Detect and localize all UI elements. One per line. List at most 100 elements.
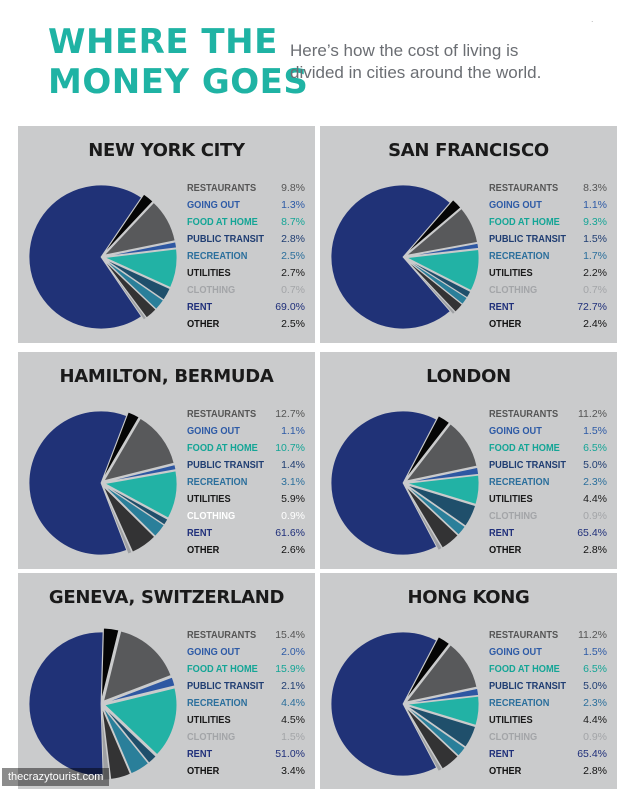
pie-slice-utilities (101, 707, 131, 780)
data-label: 4.4% (583, 714, 607, 726)
legend-row-rent: RENT 61.6% (187, 527, 305, 544)
city-title: HONG KONG (407, 587, 530, 608)
pie-slice-rent (28, 184, 143, 330)
pie-chart (330, 410, 480, 556)
legend-label: RECREATION (187, 697, 248, 709)
legend-label: UTILITIES (187, 493, 231, 505)
city-panel-hamilton-bermuda: HAMILTON, BERMUDA RESTAURANTS 12.7% GOING O… (18, 352, 315, 569)
legend-row-utilities: UTILITIES 4.4% (489, 493, 607, 510)
pie-slice-utilities (405, 706, 459, 770)
legend-row-other: OTHER 2.6% (187, 544, 305, 561)
legend-label: RENT (187, 301, 213, 313)
legend-row-restaurants: RESTAURANTS 8.3% (489, 182, 607, 199)
data-label: 4.4% (281, 697, 305, 709)
legend-row-going-out: GOING OUT 2.0% (187, 646, 305, 663)
source-watermark[interactable]: thecrazytourist.com (2, 768, 110, 786)
legend-row-restaurants: RESTAURANTS 15.4% (187, 629, 305, 646)
pie-slice-clothing (404, 486, 443, 551)
legend-row-clothing: CLOTHING 0.7% (187, 284, 305, 301)
legend: RESTAURANTS 11.2% GOING OUT 1.5% FOOD AT HOM… (489, 629, 607, 782)
pie-slice-rent (28, 631, 104, 777)
legend-label: RECREATION (187, 250, 248, 262)
pie-slice-food-at-home (406, 474, 480, 505)
legend-label: GOING OUT (489, 425, 542, 437)
pie-slice-public-transit (406, 484, 476, 527)
pie-slice-clothing (404, 707, 443, 772)
city-title: NEW YORK CITY (88, 140, 245, 161)
legend-label: RENT (187, 527, 213, 539)
pie-slice-public-transit (103, 706, 157, 764)
data-label: 1.7% (583, 250, 607, 262)
pie-slice-rent (330, 184, 451, 330)
legend-row-utilities: UTILITIES 4.4% (489, 714, 607, 731)
legend-label: RENT (489, 748, 515, 760)
legend-label: PUBLIC TRANSIT (489, 459, 566, 471)
pie-slice-restaurants (405, 423, 478, 482)
pie-slice-other (103, 193, 154, 255)
legend-label: CLOTHING (489, 731, 538, 743)
pie-slice-clothing (100, 707, 111, 781)
pie-slice-utilities (103, 259, 157, 319)
legend: RESTAURANTS 11.2% GOING OUT 1.5% FOOD AT HOM… (489, 408, 607, 561)
legend-label: RECREATION (187, 476, 248, 488)
legend: RESTAURANTS 12.7% GOING OUT 1.1% FOOD AT HOM… (187, 408, 305, 561)
legend-label: RENT (489, 527, 515, 539)
legend-row-going-out: GOING OUT 1.5% (489, 646, 607, 663)
data-label: 2.4% (583, 318, 607, 330)
data-label: 1.4% (281, 459, 305, 471)
legend-row-utilities: UTILITIES 4.5% (187, 714, 305, 731)
city-panel-san-francisco: SAN FRANCISCO RESTAURANTS 8.3% GOING OUT 1.1… (320, 126, 617, 343)
legend-row-recreation: RECREATION 2.3% (489, 697, 607, 714)
pie-slice-utilities (405, 485, 459, 549)
legend-label: UTILITIES (489, 267, 533, 279)
data-label: 2.7% (281, 267, 305, 279)
pie-slice-food-at-home (405, 249, 480, 291)
pie-slice-clothing (102, 486, 133, 555)
legend-row-public-transit: PUBLIC TRANSIT 1.5% (489, 233, 607, 250)
pie-slice-recreation (406, 258, 468, 305)
legend-label: OTHER (489, 544, 522, 556)
pie-slice-going-out (406, 467, 479, 483)
data-label: 0.7% (281, 284, 305, 296)
legend-row-utilities: UTILITIES 5.9% (187, 493, 305, 510)
city-panel-geneva-switzerland: GENEVA, SWITZERLAND RESTAURANTS 15.4% GOING… (18, 573, 315, 789)
pie-slice-public-transit (104, 484, 169, 526)
legend-label: RECREATION (489, 250, 550, 262)
legend-label: OTHER (489, 765, 522, 777)
legend-label: OTHER (187, 318, 220, 330)
data-label: 2.0% (281, 646, 305, 658)
data-label: 3.1% (281, 476, 305, 488)
legend-label: RESTAURANTS (187, 182, 257, 194)
data-label: 1.5% (583, 425, 607, 437)
pie-slice-rent (28, 410, 128, 556)
legend-row-clothing: CLOTHING 0.9% (187, 510, 305, 527)
legend-label: FOOD AT HOME (489, 442, 560, 454)
pie-slice-going-out (406, 688, 479, 704)
data-label: 1.5% (281, 731, 305, 743)
pie-slice-going-out (104, 241, 177, 257)
legend-row-food-at-home: FOOD AT HOME 9.3% (489, 216, 607, 233)
legend-row-going-out: GOING OUT 1.1% (187, 425, 305, 442)
pie-slice-food-at-home (406, 695, 480, 726)
data-label: 1.5% (583, 233, 607, 245)
legend-row-recreation: RECREATION 2.5% (187, 250, 305, 267)
data-label: 1.5% (583, 646, 607, 658)
title-line-1: WHERE THE (48, 22, 278, 62)
pie-slice-other (405, 199, 462, 255)
legend-row-recreation: RECREATION 3.1% (187, 476, 305, 493)
pie-slice-utilities (102, 486, 156, 553)
legend: RESTAURANTS 9.8% GOING OUT 1.3% FOOD AT HOME… (187, 182, 305, 335)
legend-label: FOOD AT HOME (187, 442, 258, 454)
pie-slice-clothing (102, 260, 147, 321)
data-label: 5.0% (583, 459, 607, 471)
data-label: 2.1% (281, 680, 305, 692)
legend-row-public-transit: PUBLIC TRANSIT 5.0% (489, 459, 607, 476)
pie-slice-public-transit (406, 705, 476, 748)
subtitle-line-2: divided in cities around the world. (290, 63, 542, 82)
legend-label: GOING OUT (489, 199, 542, 211)
legend-label: FOOD AT HOME (489, 663, 560, 675)
legend-row-food-at-home: FOOD AT HOME 6.5% (489, 663, 607, 680)
pie-slice-other (102, 411, 140, 480)
legend-label: GOING OUT (187, 646, 240, 658)
pie-slice-public-transit (104, 258, 171, 301)
